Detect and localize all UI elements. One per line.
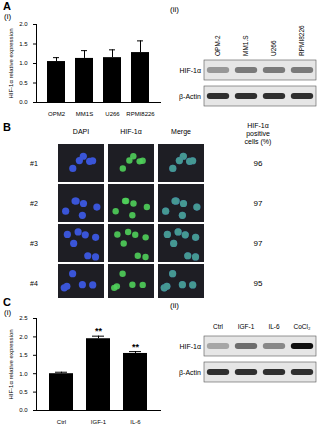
- svg-text:(ii): (ii): [170, 5, 179, 14]
- svg-text:RPMI8226: RPMI8226: [126, 111, 155, 117]
- svg-text:β-Actin: β-Actin: [179, 369, 201, 377]
- svg-text:RPMI8226: RPMI8226: [298, 25, 305, 56]
- svg-text:1.0: 1.0: [19, 371, 28, 377]
- svg-text:MM1.S: MM1.S: [242, 35, 249, 56]
- svg-text:(ii): (ii): [170, 301, 179, 310]
- svg-text:1.0: 1.0: [19, 60, 28, 66]
- svg-text:1.5: 1.5: [19, 41, 28, 47]
- svg-text:97: 97: [254, 199, 263, 208]
- svg-text:U266: U266: [105, 111, 120, 117]
- svg-text:B: B: [3, 121, 11, 133]
- svg-text:#2: #2: [30, 200, 38, 207]
- svg-text:#4: #4: [30, 280, 38, 287]
- svg-text:0.0: 0.0: [19, 407, 28, 413]
- svg-text:96: 96: [254, 159, 263, 168]
- svg-text:95: 95: [254, 279, 263, 288]
- svg-text:DAPI: DAPI: [73, 128, 89, 135]
- html-text:A: A: [3, 0, 11, 12]
- svg-text:IGF-1: IGF-1: [238, 323, 255, 330]
- svg-text:HIF-1α: HIF-1α: [179, 343, 201, 350]
- svg-text:#1: #1: [30, 160, 38, 167]
- svg-text:Ctrl: Ctrl: [213, 323, 224, 330]
- svg-text:97: 97: [254, 239, 263, 248]
- svg-text:U266: U266: [270, 40, 277, 56]
- svg-text:OPM2: OPM2: [48, 111, 66, 117]
- svg-text:2.5: 2.5: [19, 315, 28, 321]
- svg-text:HIF-1αpositivecells (%): HIF-1αpositivecells (%): [245, 122, 272, 146]
- svg-text:**: **: [132, 342, 140, 352]
- svg-text:HIF-1α relative expression: HIF-1α relative expression: [8, 329, 14, 399]
- svg-text:#3: #3: [30, 240, 38, 247]
- svg-text:MM1S: MM1S: [76, 111, 93, 117]
- svg-text:HIF-1α: HIF-1α: [120, 128, 142, 135]
- html-text:C: C: [3, 296, 11, 308]
- svg-text:HIF-1α: HIF-1α: [179, 67, 201, 74]
- svg-text:**: **: [95, 326, 103, 336]
- svg-text:Ctrl: Ctrl: [57, 419, 66, 425]
- html-text:(i): (i): [4, 12, 12, 21]
- svg-text:2.0: 2.0: [19, 21, 28, 27]
- svg-text:CoCl₂: CoCl₂: [294, 323, 311, 330]
- svg-text:HIF-1α relative expression: HIF-1α relative expression: [8, 28, 14, 98]
- svg-text:1.5: 1.5: [19, 352, 28, 358]
- svg-text:0.5: 0.5: [19, 80, 28, 86]
- svg-text:IL-6: IL-6: [130, 419, 141, 425]
- svg-text:0.5: 0.5: [19, 389, 28, 395]
- svg-text:β-Actin: β-Actin: [179, 93, 201, 101]
- svg-text:OPM-2: OPM-2: [214, 35, 221, 56]
- svg-text:0.0: 0.0: [19, 99, 28, 105]
- svg-text:2.0: 2.0: [19, 334, 28, 340]
- html-text:(i): (i): [4, 308, 12, 317]
- svg-text:IL-6: IL-6: [268, 323, 280, 330]
- svg-text:IGF-1: IGF-1: [91, 419, 107, 425]
- svg-text:Merge: Merge: [171, 128, 191, 136]
